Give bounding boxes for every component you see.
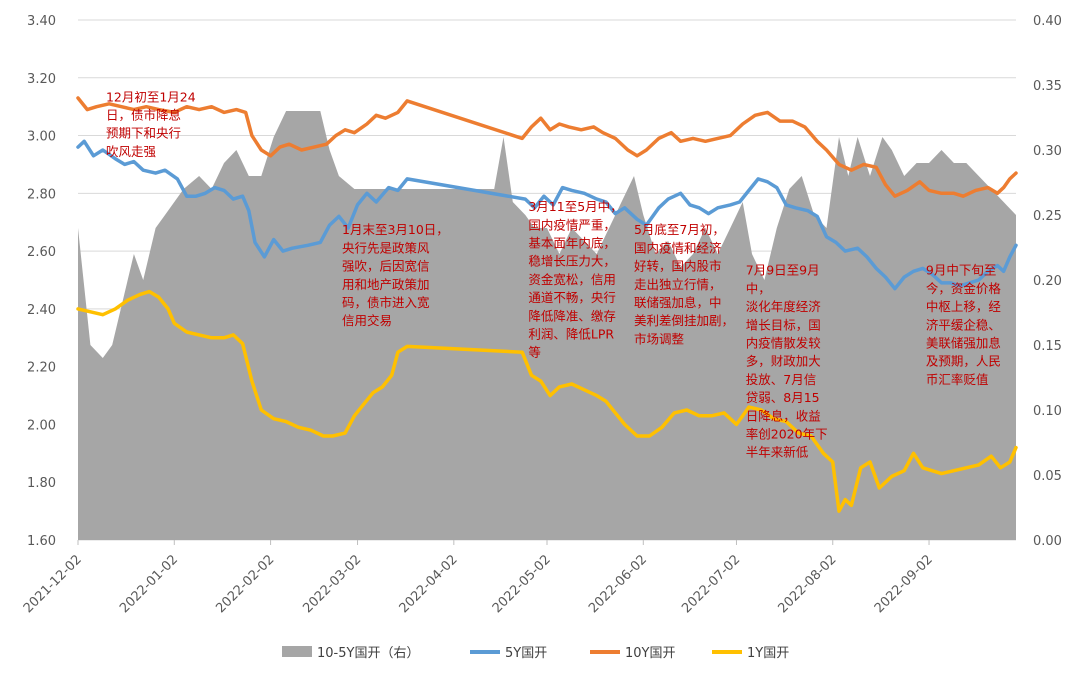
line-series: [76, 289, 1018, 513]
annotation-line: 联储强加息，中: [634, 295, 722, 310]
annotation-line: 多，财政加大: [746, 354, 821, 369]
annotation-line: 半年来新低: [746, 445, 809, 460]
annotations: 12月初至1月24 日，债市降息预期下和央行吹风走强 1月末至3月10日， 央行先是政…: [106, 89, 1001, 459]
annotation-line: 今，资金价格: [926, 281, 1002, 296]
annotation-line: 通道不畅，央行: [528, 290, 616, 305]
right-tick-label: 0.20: [1033, 274, 1062, 289]
annotation-line: 中，: [746, 281, 771, 296]
annotation-line: 5月底至7月初，: [634, 222, 725, 237]
annotation-line: 12月初至1月24: [106, 89, 196, 104]
annotation-line: 淡化年度经济: [746, 299, 822, 314]
x-tick-label: 2022-02-02: [213, 552, 277, 616]
annotation-line: 强吹，后因宽信: [342, 259, 430, 274]
annotation-line: 增长目标，国: [746, 317, 821, 332]
annotation-line: 稳增长压力大，: [528, 254, 616, 269]
x-axis: 2021-12-02 2022-01-02 2022-02-02 2022-03-02…: [21, 540, 936, 616]
annotation-line: 美联储强加息: [926, 335, 1001, 350]
x-tick-label: 2022-03-02: [300, 552, 364, 616]
annotation-line: 等: [528, 345, 541, 360]
left-tick-label: 2.00: [27, 418, 56, 433]
left-tick-label: 1.60: [27, 534, 56, 549]
line-series-layer: [76, 96, 1018, 513]
annotation-line: 1月末至3月10日，: [342, 222, 449, 237]
right-tick-label: 0.00: [1033, 534, 1062, 549]
annotation-line: 资金宽松，信用: [528, 272, 616, 287]
annotation-line: 码，债市进入宽: [342, 295, 430, 310]
right-tick-label: 0.40: [1033, 14, 1062, 29]
left-tick-label: 1.80: [27, 476, 56, 491]
annotation-line: 美利差倒挂加剧，: [634, 313, 734, 328]
left-tick-label: 2.40: [27, 303, 56, 318]
x-tick-label: 2022-05-02: [490, 552, 554, 616]
x-tick-label: 2022-01-02: [117, 552, 181, 616]
right-tick-label: 0.25: [1033, 209, 1062, 224]
x-tick-label: 2021-12-02: [21, 552, 85, 616]
x-tick-label: 2022-06-02: [586, 552, 650, 616]
annotation-text: 1月末至3月10日， 央行先是政策风强吹，后因宽信用和地产政策加码，债市进入宽信用…: [342, 222, 449, 328]
left-axis: 1.60 1.80 2.00 2.20 2.40 2.60 2.80 3.00 3.20 3.40: [27, 14, 56, 549]
annotation-line: 预期下和央行: [106, 126, 181, 141]
left-tick-label: 2.20: [27, 361, 56, 376]
annotation-line: 内疫情散发较: [746, 335, 822, 350]
right-tick-label: 0.15: [1033, 339, 1062, 354]
x-tick-label: 2022-07-02: [679, 552, 743, 616]
legend-label: 1Y国开: [747, 646, 789, 661]
annotation-text: 3月11至5月中， 国内疫情严重， 基本面年内底， 稳增长压力大， 资金宽松，信用通道不…: [528, 199, 622, 360]
annotation-text: 7月9日至9月中， 淡化年度经济增长目标，国内疫情散发较多，财政加大投放、7月信贷…: [746, 263, 828, 460]
legend-label: 10Y国开: [625, 646, 675, 661]
right-tick-label: 0.30: [1033, 144, 1062, 159]
annotation-line: 及预期，人民: [926, 354, 1001, 369]
left-tick-label: 2.60: [27, 245, 56, 260]
annotation-line: 市场调整: [634, 331, 685, 346]
annotation-line: 率创2020年下: [746, 426, 828, 441]
x-tick-label: 2022-04-02: [397, 552, 461, 616]
annotation-line: 日，债市降息: [106, 108, 181, 123]
legend-label: 10-5Y国开（右）: [317, 646, 419, 661]
annotation-line: 中枢上移，经: [926, 299, 1002, 314]
annotation-line: 贷弱、8月15: [746, 390, 820, 405]
annotation-line: 基本面年内底，: [528, 236, 616, 251]
annotation-line: 降低降准、缴存: [528, 308, 616, 323]
right-tick-label: 0.05: [1033, 469, 1062, 484]
annotation-line: 日降息，收益: [746, 408, 821, 423]
annotation-text: 9月中下旬至今，资金价格中枢上移，经济平缓企稳、美联储强加息及预期，人民币汇率贬…: [926, 263, 1002, 387]
legend-swatch: [282, 646, 312, 657]
right-tick-label: 0.10: [1033, 404, 1062, 419]
annotation-line: 投放、7月信: [746, 372, 816, 387]
legend-label: 5Y国开: [505, 646, 547, 661]
line-series: [76, 139, 1018, 291]
annotation-line: 3月11至5月中，: [528, 199, 622, 214]
legend: 10-5Y国开（右） 5Y国开 10Y国开 1Y国开: [282, 646, 789, 661]
annotation-line: 国内疫情和经济: [634, 240, 722, 255]
right-axis: 0.00 0.05 0.10 0.15 0.20 0.25 0.30 0.35 0.40: [1033, 14, 1062, 549]
annotation-line: 9月中下旬至: [926, 263, 996, 278]
annotation-line: 央行先是政策风: [342, 240, 430, 255]
x-tick-label: 2022-09-02: [872, 552, 936, 616]
annotation-line: 走出独立行情，: [634, 277, 722, 292]
line-series: [76, 96, 1018, 198]
right-tick-label: 0.35: [1033, 79, 1062, 94]
left-tick-label: 3.20: [27, 72, 56, 87]
annotation-line: 好转，国内股市: [634, 259, 722, 274]
annotation-line: 用和地产政策加: [342, 277, 430, 292]
left-tick-label: 3.40: [27, 14, 56, 29]
annotation-line: 信用交易: [342, 313, 392, 328]
annotation-line: 国内疫情严重，: [528, 217, 616, 232]
annotation-line: 济平缓企稳、: [926, 317, 1001, 332]
annotation-line: 7月9日至9月: [746, 263, 820, 278]
annotation-line: 币汇率贬值: [926, 372, 989, 387]
annotation-line: 利润、降低LPR: [528, 327, 614, 342]
annotation-text: 12月初至1月24 日，债市降息预期下和央行吹风走强: [106, 89, 196, 159]
annotation-text: 5月底至7月初， 国内疫情和经济好转，国内股市走出独立行情， 联储强加息，中美利差倒…: [634, 222, 734, 346]
x-tick-label: 2022-08-02: [776, 552, 840, 616]
left-tick-label: 3.00: [27, 130, 56, 145]
left-tick-label: 2.80: [27, 187, 56, 202]
annotation-line: 吹风走强: [106, 144, 157, 159]
